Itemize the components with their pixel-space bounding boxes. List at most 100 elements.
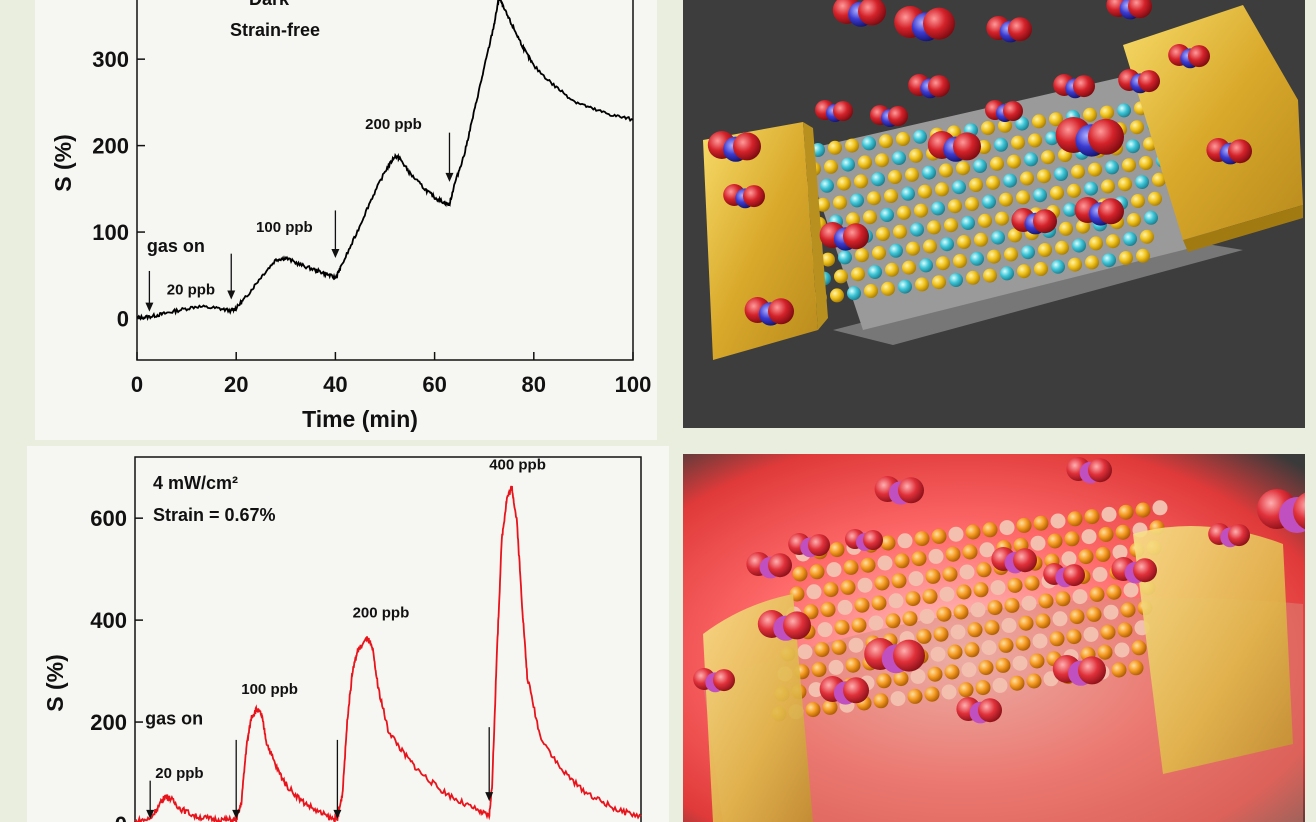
lattice-atom bbox=[1135, 502, 1151, 518]
lattice-atom bbox=[843, 559, 859, 575]
lattice-atom bbox=[965, 524, 981, 540]
lattice-atom bbox=[864, 284, 878, 298]
lattice-atom bbox=[1049, 631, 1065, 647]
chart-title-line-2: Strain = 0.67% bbox=[153, 505, 276, 525]
gas-arrow-head bbox=[145, 302, 154, 312]
lattice-atom bbox=[995, 657, 1011, 673]
lattice-atom bbox=[834, 619, 850, 635]
lattice-atom bbox=[858, 155, 872, 170]
lattice-atom bbox=[1047, 533, 1063, 549]
lattice-atom bbox=[1089, 236, 1103, 251]
lattice-atom bbox=[1131, 640, 1147, 656]
lattice-atom bbox=[1018, 615, 1034, 631]
lattice-atom bbox=[1017, 264, 1031, 279]
lattice-atom bbox=[909, 148, 923, 163]
y-tick-label: 300 bbox=[92, 47, 129, 72]
lattice-atom bbox=[888, 170, 902, 184]
lattice-atom bbox=[913, 129, 927, 144]
lattice-atom bbox=[962, 544, 978, 560]
y-tick-label: 0 bbox=[115, 812, 127, 822]
lattice-atom bbox=[907, 688, 923, 704]
lattice-atom bbox=[1071, 164, 1085, 179]
lattice-atom bbox=[889, 243, 903, 258]
lattice-atom bbox=[969, 178, 983, 192]
lattice-atom bbox=[1085, 255, 1099, 270]
lattice-atom bbox=[1016, 190, 1030, 205]
lattice-atom bbox=[1119, 251, 1133, 265]
x-tick-label: 60 bbox=[422, 372, 446, 397]
lattice-atom bbox=[908, 571, 924, 587]
lattice-atom bbox=[1088, 162, 1102, 177]
lattice-atom bbox=[992, 677, 1008, 693]
lattice-atom bbox=[930, 646, 946, 662]
lattice-atom bbox=[936, 256, 950, 271]
lattice-atom bbox=[1100, 624, 1116, 640]
lattice-atom bbox=[919, 258, 933, 273]
lattice-atom bbox=[881, 281, 895, 296]
lattice-atom bbox=[855, 248, 869, 263]
lattice-atom bbox=[975, 680, 991, 696]
series-line bbox=[136, 0, 634, 321]
lattice-atom bbox=[964, 642, 980, 658]
lattice-atom bbox=[959, 564, 975, 580]
lattice-atom bbox=[1028, 133, 1042, 148]
sensor-illustration-illuminated bbox=[683, 454, 1305, 822]
lattice-atom bbox=[854, 174, 868, 189]
lattice-atom bbox=[829, 542, 845, 558]
lattice-atom bbox=[1035, 613, 1051, 629]
gas-molecule-atom bbox=[743, 185, 765, 208]
lattice-atom bbox=[897, 533, 913, 549]
lattice-atom bbox=[1103, 604, 1119, 620]
lattice-atom bbox=[942, 566, 958, 582]
lattice-atom bbox=[840, 579, 856, 595]
lattice-atom bbox=[871, 172, 885, 187]
lattice-atom bbox=[958, 682, 974, 698]
lattice-atom bbox=[981, 640, 997, 656]
y-tick-label: 0 bbox=[117, 307, 129, 332]
lattice-atom bbox=[928, 548, 944, 564]
gas-molecule-atom bbox=[808, 534, 830, 557]
lattice-atom bbox=[808, 682, 824, 698]
lattice-atom bbox=[984, 620, 1000, 636]
lattice-atom bbox=[910, 222, 924, 237]
lattice-atom bbox=[1122, 158, 1136, 173]
sensor-illustration-dark bbox=[683, 0, 1305, 428]
lattice-atom bbox=[1055, 240, 1069, 255]
annotation-label: gas on bbox=[145, 709, 203, 729]
gas-molecule-atom bbox=[1078, 656, 1106, 685]
gas-arrow-head bbox=[227, 290, 236, 300]
lattice-atom bbox=[1076, 219, 1090, 234]
lattice-atom bbox=[1021, 595, 1037, 611]
lattice-atom bbox=[1004, 597, 1020, 613]
lattice-atom bbox=[919, 608, 935, 624]
gas-molecule-atom bbox=[1188, 45, 1210, 68]
lattice-atom bbox=[1115, 524, 1131, 540]
lattice-atom bbox=[1038, 593, 1054, 609]
lattice-atom bbox=[891, 573, 907, 589]
gas-molecule-atom bbox=[1088, 118, 1124, 155]
lattice-atom bbox=[1078, 549, 1094, 565]
lattice-atom bbox=[922, 165, 936, 180]
lattice-atom bbox=[890, 691, 906, 707]
annotation-label: 20 ppb bbox=[167, 281, 215, 298]
lattice-atom bbox=[873, 693, 889, 709]
lattice-atom bbox=[927, 666, 943, 682]
lattice-atom bbox=[817, 622, 833, 638]
lattice-atom bbox=[845, 138, 859, 153]
lattice-atom bbox=[1072, 589, 1088, 605]
lattice-atom bbox=[1083, 626, 1099, 642]
lattice-atom bbox=[896, 132, 910, 146]
lattice-atom bbox=[831, 639, 847, 655]
lattice-atom bbox=[828, 659, 844, 675]
lattice-atom bbox=[1063, 202, 1077, 217]
lattice-atom bbox=[820, 602, 836, 618]
lattice-atom bbox=[1123, 232, 1137, 246]
lattice-atom bbox=[1020, 171, 1034, 186]
lattice-atom bbox=[1118, 504, 1134, 520]
lattice-atom bbox=[1131, 194, 1145, 208]
lattice-atom bbox=[999, 520, 1015, 536]
lattice-atom bbox=[970, 251, 984, 266]
lattice-atom bbox=[927, 220, 941, 235]
lattice-atom bbox=[1008, 228, 1022, 243]
lattice-atom bbox=[949, 273, 963, 287]
